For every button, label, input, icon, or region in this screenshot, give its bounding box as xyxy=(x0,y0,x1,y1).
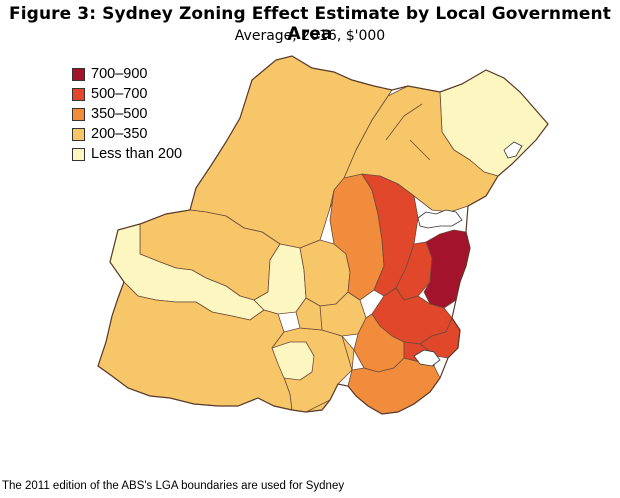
sydney-outline xyxy=(97,55,549,415)
legend-item: Less than 200 xyxy=(72,144,182,164)
legend-label: 700–900 xyxy=(91,66,148,82)
legend-item: 200–350 xyxy=(72,124,182,144)
legend-item: 700–900 xyxy=(72,64,182,84)
map-legend: 700–900 500–700 350–500 200–350 Less tha… xyxy=(72,64,182,164)
pittwater xyxy=(503,141,523,159)
legend-label: Less than 200 xyxy=(91,146,183,162)
source-footnote: The 2011 edition of the ABS's LGA bounda… xyxy=(2,480,345,492)
lga-north-shore xyxy=(423,229,471,309)
figure-title: Figure 3: Sydney Zoning Effect Estimate … xyxy=(9,4,611,44)
harbour xyxy=(417,209,463,229)
lga-camden xyxy=(271,341,315,381)
legend-swatch xyxy=(72,107,85,121)
legend-label: 500–700 xyxy=(91,86,148,102)
legend-swatch xyxy=(72,87,85,101)
boundary-lines xyxy=(305,103,431,413)
botany-bay xyxy=(413,349,441,367)
legend-swatch xyxy=(72,127,85,141)
lga-liverpool xyxy=(295,291,367,337)
legend-swatch xyxy=(72,67,85,81)
legend-item: 350–500 xyxy=(72,104,182,124)
legend-label: 350–500 xyxy=(91,106,148,122)
legend-label: 200–350 xyxy=(91,126,148,142)
figure-subtitle: Average, 2016, $'000 xyxy=(234,28,386,44)
legend-item: 500–700 xyxy=(72,84,182,104)
legend-swatch xyxy=(72,147,85,161)
